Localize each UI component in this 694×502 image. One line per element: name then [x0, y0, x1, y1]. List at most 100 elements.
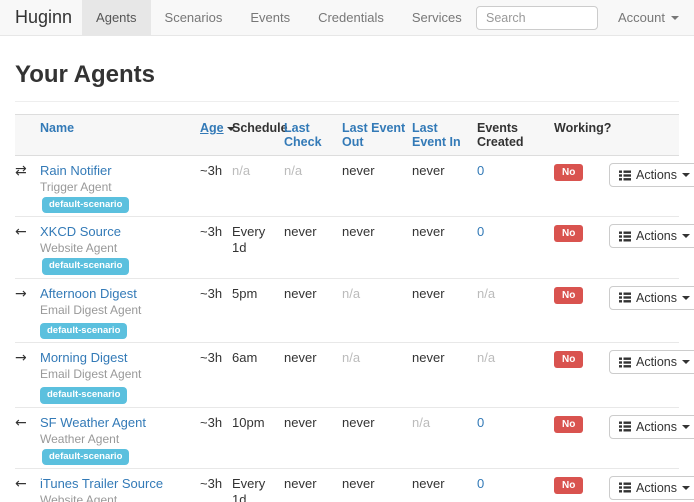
scenario-badge[interactable]: default-scenario [42, 197, 130, 214]
actions-button[interactable]: Actions [609, 285, 694, 310]
agent-name-link[interactable]: XKCD Source [40, 224, 121, 240]
table-row: → Morning Digest Email Digest Agent defa… [15, 342, 694, 408]
schedule-cell: 5pm [232, 277, 284, 343]
header-actions-col [609, 114, 679, 156]
age-cell: ~3h [200, 342, 232, 408]
working-badge: No [554, 164, 584, 181]
list-icon [619, 292, 631, 303]
scenario-badge[interactable]: default-scenario [42, 258, 130, 275]
scenario-badge[interactable]: default-scenario [40, 387, 128, 404]
actions-button[interactable]: Actions [609, 414, 694, 439]
header-name[interactable]: Name [40, 114, 200, 156]
last-event-out-cell: never [342, 467, 412, 502]
actions-label: Actions [636, 480, 677, 495]
header-last-event-in[interactable]: Last Event In [412, 114, 477, 156]
table-header-row: Name Age Schedule Last Check Last Event … [15, 114, 679, 156]
last-event-in-cell: never [412, 216, 477, 279]
nav-item-events[interactable]: Events [250, 10, 291, 25]
nav-item-services[interactable]: Services [411, 10, 462, 25]
actions-button[interactable]: Actions [609, 163, 694, 187]
events-created-link[interactable]: 0 [477, 414, 485, 430]
navbar-right-group: Account [476, 0, 679, 35]
working-badge: No [554, 476, 584, 494]
last-event-in-cell: never [412, 163, 445, 178]
actions-button[interactable]: Actions [609, 350, 694, 375]
actions-button[interactable]: Actions [609, 224, 694, 249]
chevron-down-icon [682, 234, 690, 239]
agent-name-link[interactable]: Rain Notifier [40, 163, 112, 178]
chevron-down-icon [682, 295, 690, 300]
header-schedule: Schedule [232, 114, 288, 156]
working-badge: No [554, 415, 584, 433]
last-check-cell: never [284, 467, 342, 502]
nav-item-agents[interactable]: Agents [82, 0, 151, 35]
header-last-event-out[interactable]: Last Event Out [342, 114, 412, 156]
arrow-left-icon: ← [15, 414, 27, 431]
agent-name-link[interactable]: Afternoon Digest [40, 285, 137, 301]
last-event-in-cell: never [412, 277, 477, 343]
exchange-icon: ⇄ [15, 163, 27, 179]
last-check-cell: never [284, 406, 342, 469]
list-icon [619, 170, 631, 180]
last-event-out-cell: never [342, 216, 412, 279]
arrow-left-icon: ← [15, 475, 27, 492]
table-row: → Afternoon Digest Email Digest Agent de… [15, 277, 694, 343]
last-check-cell: never [284, 342, 342, 408]
actions-label: Actions [636, 355, 677, 370]
list-icon [619, 421, 631, 432]
events-created-link[interactable]: 0 [477, 224, 485, 240]
chevron-down-icon [682, 360, 690, 365]
scenario-badge[interactable]: default-scenario [40, 322, 128, 340]
agent-type-label: Email Digest Agent [40, 367, 142, 382]
last-event-in-cell: never [412, 342, 477, 408]
agent-name-link[interactable]: SF Weather Agent [40, 414, 146, 430]
events-created-cell: n/a [477, 277, 554, 343]
actions-label: Actions [636, 290, 677, 305]
scenario-badge[interactable]: default-scenario [42, 448, 130, 465]
header-working: Working? [554, 114, 611, 156]
chevron-down-icon [671, 15, 679, 20]
table-row: ← iTunes Trailer Source Website Agent de… [15, 467, 694, 502]
table-row: ← XKCD Source Website Agent default-scen… [15, 216, 694, 279]
arrow-right-icon: → [15, 285, 27, 302]
schedule-cell: n/a [232, 163, 251, 178]
working-badge: No [554, 286, 584, 304]
age-cell: ~3h [200, 277, 232, 343]
account-menu[interactable]: Account [618, 10, 679, 25]
search-input[interactable] [476, 5, 599, 30]
header-events-created: Events Created [477, 114, 554, 156]
header-last-check[interactable]: Last Check [284, 114, 342, 156]
sort-desc-icon [226, 126, 235, 131]
last-event-out-cell: never [342, 163, 375, 178]
agent-name-link[interactable]: Morning Digest [40, 350, 128, 366]
arrow-left-icon: ← [15, 224, 27, 241]
agent-type-label: Website Agent [40, 241, 118, 256]
last-check-cell: n/a [284, 163, 303, 178]
nav-item-credentials[interactable]: Credentials [318, 10, 384, 25]
agent-type-label: Website Agent [40, 492, 118, 502]
actions-button[interactable]: Actions [609, 475, 694, 500]
agent-name-link[interactable]: iTunes Trailer Source [40, 475, 164, 491]
working-badge: No [554, 351, 584, 369]
last-event-in-cell: n/a [412, 406, 477, 469]
table-row: ⇄ Rain Notifier Trigger Agent default-sc… [15, 156, 694, 217]
actions-label: Actions [636, 229, 677, 244]
age-cell: ~3h [200, 467, 232, 502]
nav-item-scenarios[interactable]: Scenarios [164, 10, 223, 25]
page-title: Your Agents [15, 61, 156, 88]
age-cell: ~3h [200, 406, 232, 469]
schedule-cell: Every 1d [232, 467, 284, 502]
brand-logo[interactable]: Huginn [15, 7, 73, 27]
agent-type-label: Email Digest Agent [40, 302, 142, 317]
last-event-out-cell: never [342, 406, 412, 469]
actions-label: Actions [636, 168, 677, 182]
last-event-out-cell: n/a [342, 342, 412, 408]
chevron-down-icon [682, 485, 690, 490]
list-icon [619, 482, 631, 493]
header-icon-col [15, 114, 40, 156]
events-created-link[interactable]: 0 [477, 163, 485, 178]
agents-table: Name Age Schedule Last Check Last Event … [15, 114, 694, 502]
events-created-link[interactable]: 0 [477, 475, 485, 491]
header-age[interactable]: Age [200, 114, 235, 156]
agent-type-label: Trigger Agent [40, 180, 112, 194]
